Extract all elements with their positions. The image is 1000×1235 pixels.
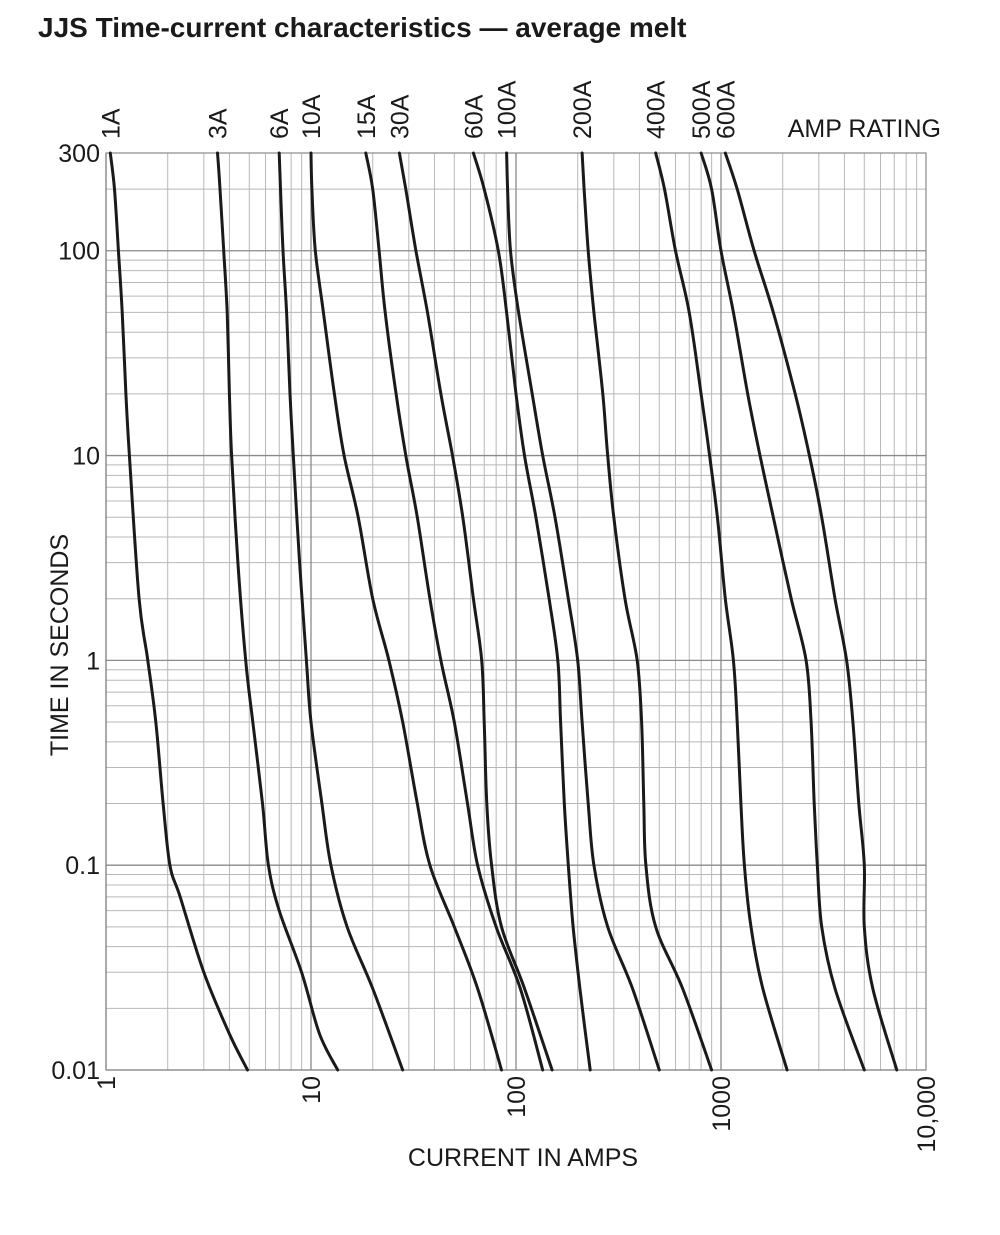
x-tick-label: 1000: [708, 1076, 736, 1132]
series-label-6A: 6A: [266, 108, 294, 139]
fuse-curves: [108, 151, 899, 1072]
curve-100A: [505, 151, 661, 1072]
curve-500A: [699, 151, 866, 1072]
x-tick-label: 100: [503, 1076, 531, 1118]
series-label-100A: 100A: [494, 80, 522, 139]
y-tick-label: 0.1: [65, 852, 100, 880]
legend-title: AMP RATING: [788, 115, 941, 143]
y-tick-label: 300: [58, 140, 100, 168]
curve-400A: [654, 151, 789, 1072]
series-label-400A: 400A: [643, 80, 671, 139]
curve-1A: [108, 151, 249, 1072]
y-tick-label: 0.01: [51, 1057, 100, 1085]
y-tick-label: 1: [86, 647, 100, 675]
curve-6A: [277, 151, 405, 1072]
series-label-10A: 10A: [298, 94, 326, 139]
series-label-500A: 500A: [688, 80, 716, 139]
y-tick-label: 100: [58, 238, 100, 266]
x-tick-labels: 1 10 100 1000 10,000: [93, 1076, 941, 1152]
curve-3A: [216, 151, 340, 1072]
series-label-600A: 600A: [712, 80, 740, 139]
x-tick-label: 10: [298, 1076, 326, 1104]
curve-10A: [309, 151, 503, 1072]
series-label-30A: 30A: [386, 94, 414, 139]
y-axis-label: TIME IN SECONDS: [46, 534, 74, 756]
series-label-200A: 200A: [569, 80, 597, 139]
series-label-1A: 1A: [97, 108, 125, 139]
series-label-60A: 60A: [460, 94, 488, 139]
x-axis-label: CURRENT IN AMPS: [408, 1144, 638, 1172]
x-tick-label: 1: [93, 1076, 121, 1090]
plot-frame: [105, 152, 927, 1071]
x-tick-label: 10,000: [913, 1076, 941, 1152]
grid-minor-lines: [106, 152, 926, 1070]
series-label-15A: 15A: [353, 94, 381, 139]
curve-600A: [723, 151, 899, 1072]
y-tick-labels: 300 100 10 1 0.1 0.01: [51, 140, 100, 1085]
curve-15A: [364, 151, 545, 1072]
chart-title: JJS Time-current characteristics — avera…: [38, 12, 687, 43]
curve-30A: [397, 151, 554, 1072]
series-label-3A: 3A: [205, 108, 233, 139]
y-tick-label: 10: [72, 443, 100, 471]
curve-200A: [580, 151, 714, 1072]
curve-60A: [471, 151, 592, 1072]
